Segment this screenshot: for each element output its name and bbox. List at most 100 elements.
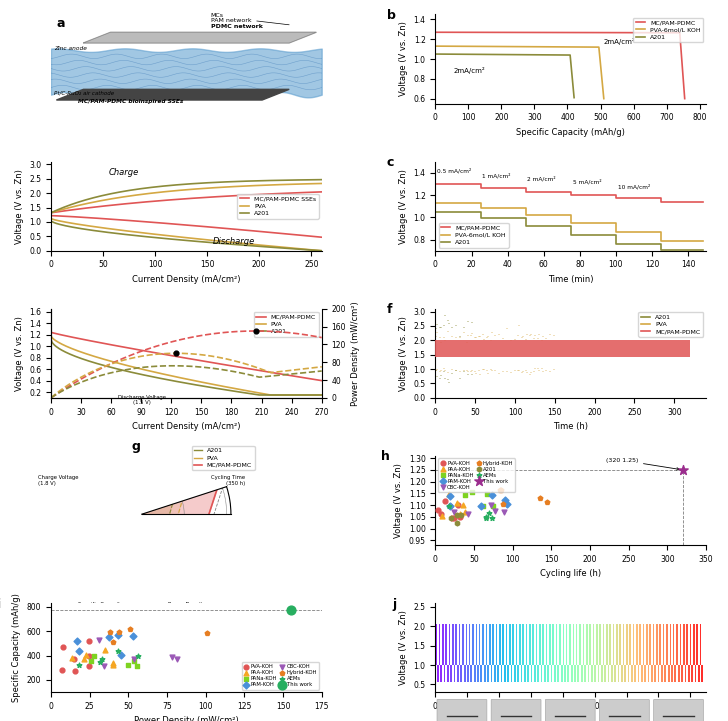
PVA-KOH xyxy=(439,495,451,507)
Text: 10 mA/cm²: 10 mA/cm² xyxy=(618,184,650,190)
Text: PAM network: PAM network xyxy=(210,19,251,24)
PAM-KOH xyxy=(486,490,498,501)
CBC-KOH xyxy=(98,660,110,672)
PAM-KOH xyxy=(115,650,127,661)
Hybrid-KOH xyxy=(113,627,124,638)
A201 xyxy=(445,512,456,523)
PAM-KOH xyxy=(127,630,139,642)
PVA-KOH xyxy=(448,512,460,523)
PAM-KOH xyxy=(103,632,115,643)
X-axis label: Time (min): Time (min) xyxy=(548,275,593,284)
PAM-KOH xyxy=(445,500,456,512)
PVA-KOH xyxy=(432,504,443,516)
AEMs xyxy=(111,645,123,656)
PVA-6mol/L KOH xyxy=(698,236,707,245)
PVA-6mol/L KOH xyxy=(595,43,604,51)
Y-axis label: Voltage (V vs. Zn): Voltage (V vs. Zn) xyxy=(399,169,408,244)
X-axis label: Cycling life (h): Cycling life (h) xyxy=(540,570,601,578)
Text: c: c xyxy=(387,156,394,169)
Text: 2 mA/cm²: 2 mA/cm² xyxy=(528,176,556,182)
X-axis label: Time (h): Time (h) xyxy=(553,717,588,721)
Text: Discharge: Discharge xyxy=(213,237,255,247)
Y-axis label: Voltage (V vs. Zn): Voltage (V vs. Zn) xyxy=(15,169,23,244)
PAA-KOH xyxy=(459,507,470,518)
A201 xyxy=(451,510,463,521)
PVA-6mol/L KOH xyxy=(566,211,575,219)
PVA-6mol/L KOH xyxy=(521,211,530,219)
PAA-KOH xyxy=(436,510,448,521)
AEMs xyxy=(480,512,492,523)
A201 xyxy=(476,214,485,223)
PAM-KOH xyxy=(112,629,124,640)
PAM-KOH xyxy=(499,494,511,505)
MC/PAM-PDMC xyxy=(476,184,485,193)
A201 xyxy=(566,50,574,59)
PVA-6mol/L KOH xyxy=(657,236,665,245)
X-axis label: Power Density (mW/cm²): Power Density (mW/cm²) xyxy=(134,717,239,721)
PANa-KOH xyxy=(459,490,471,501)
X-axis label: Time (h): Time (h) xyxy=(553,423,588,431)
Text: Specific Capacity
(775 mAh/g): Specific Capacity (775 mAh/g) xyxy=(78,602,123,613)
Point xyxy=(250,325,261,337)
CBC-KOH xyxy=(462,508,474,519)
Text: (320 1.25): (320 1.25) xyxy=(606,458,679,470)
Polygon shape xyxy=(100,472,173,549)
Legend: A201, PVA, MC/PAM-PDMC: A201, PVA, MC/PAM-PDMC xyxy=(191,446,255,471)
A201 xyxy=(566,231,575,239)
Text: h: h xyxy=(381,451,390,464)
PVA-6mol/L KOH xyxy=(599,94,608,103)
AEMs xyxy=(486,513,497,524)
Text: j: j xyxy=(392,598,396,611)
PAA-KOH xyxy=(107,659,119,671)
Polygon shape xyxy=(93,461,182,557)
A201 xyxy=(456,510,467,521)
PVA-6mol/L KOH xyxy=(431,198,440,207)
Text: b: b xyxy=(387,9,395,22)
Polygon shape xyxy=(84,32,316,43)
MC/PAM-PDMC xyxy=(431,180,440,188)
Text: PDMC network: PDMC network xyxy=(210,24,263,29)
A201 xyxy=(612,231,620,239)
PANa-KOH xyxy=(477,500,488,512)
AEMs xyxy=(480,511,491,523)
CBC-KOH xyxy=(498,506,510,518)
AEMs xyxy=(94,656,106,668)
CBC-KOH xyxy=(93,634,105,646)
Line: PVA-6mol/L KOH: PVA-6mol/L KOH xyxy=(435,46,604,99)
PAA-KOH xyxy=(99,644,111,655)
Hybrid-KOH xyxy=(534,492,546,503)
PVA-KOH xyxy=(446,512,457,523)
PVA-6mol/L KOH xyxy=(476,198,485,207)
Y-axis label: Voltage (V vs. Zn): Voltage (V vs. Zn) xyxy=(399,316,408,391)
X-axis label: Current Density (mA/cm²): Current Density (mA/cm²) xyxy=(132,275,240,284)
Text: 5 mA/cm²: 5 mA/cm² xyxy=(573,180,601,185)
Polygon shape xyxy=(56,89,289,100)
Legend: PVA-KOH, PAA-KOH, PANa-KOH, PAM-KOH, CBC-KOH, Hybrid-KOH, A201, AEMs, This work: PVA-KOH, PAA-KOH, PANa-KOH, PAM-KOH, CBC… xyxy=(438,459,515,492)
PVA-6mol/L KOH xyxy=(612,218,620,227)
MC/PAM-PDMC xyxy=(521,187,530,196)
Text: MCs: MCs xyxy=(210,13,223,18)
This work xyxy=(677,464,689,476)
MC/PAM-PDMC xyxy=(476,180,485,188)
AEMs xyxy=(132,650,144,662)
PVA-KOH xyxy=(454,511,466,523)
A201 xyxy=(698,245,707,254)
CBC-KOH xyxy=(489,505,501,517)
CBC-KOH xyxy=(167,651,178,663)
Text: 1 mA/cm²: 1 mA/cm² xyxy=(483,172,511,178)
This work xyxy=(285,604,296,616)
Point xyxy=(170,348,182,359)
Line: A201: A201 xyxy=(435,212,703,249)
Legend: MC/PAM-PDMC SSEs, PVA, A201: MC/PAM-PDMC SSEs, PVA, A201 xyxy=(237,194,319,218)
A201 xyxy=(431,50,440,58)
PAM-KOH xyxy=(444,490,456,501)
Legend: MC/PAM-PDMC, PVA-6mol/L KOH, A201: MC/PAM-PDMC, PVA-6mol/L KOH, A201 xyxy=(633,17,703,43)
A201 xyxy=(521,214,530,223)
PVA-KOH xyxy=(444,500,456,512)
Hybrid-KOH xyxy=(494,485,505,496)
Text: Charge: Charge xyxy=(108,169,138,177)
CBC-KOH xyxy=(448,506,460,518)
Hybrid-KOH xyxy=(107,636,119,647)
PVA-6mol/L KOH xyxy=(476,204,485,213)
MC/PAM-PDMC xyxy=(657,198,665,206)
